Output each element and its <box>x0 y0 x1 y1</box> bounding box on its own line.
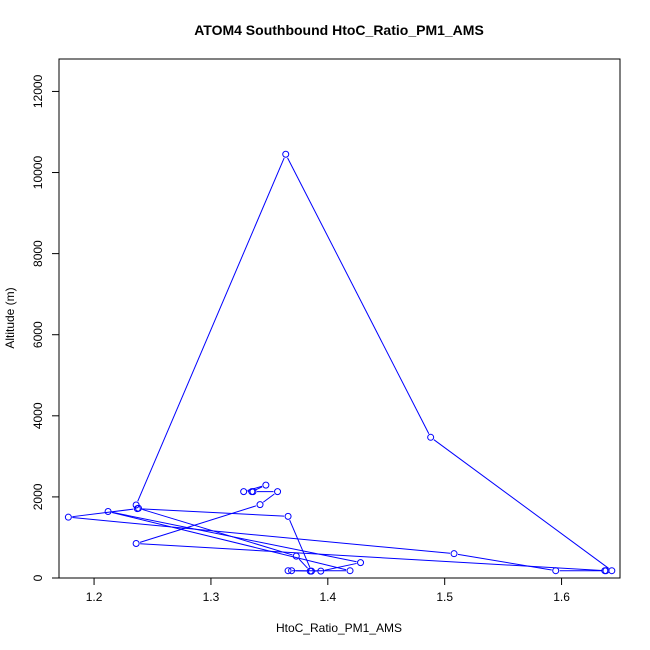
y-tick-label: 12000 <box>31 74 45 108</box>
plot-box <box>58 58 621 579</box>
data-point <box>132 540 140 548</box>
series-segment <box>140 543 603 571</box>
series-line <box>72 157 609 572</box>
series-segment <box>137 157 285 502</box>
series-segment <box>255 486 263 491</box>
data-point <box>357 559 365 567</box>
data-point <box>608 567 616 575</box>
y-tick-label: 4000 <box>31 402 45 429</box>
data-point <box>64 513 72 521</box>
series-segment <box>262 493 275 503</box>
series-segment <box>324 562 357 571</box>
y-axis-label: Altitude (m) <box>3 287 17 348</box>
series-segment <box>289 519 311 568</box>
data-point <box>104 508 112 516</box>
x-tick-label: 1.2 <box>86 590 103 604</box>
y-tick-label: 0 <box>31 574 45 581</box>
data-point <box>282 150 290 158</box>
x-axis: 1.2 1.3 1.4 1.5 1.6 <box>86 578 570 604</box>
series-segment <box>457 553 552 571</box>
chart-title: ATOM4 Southbound HtoC_Ratio_PM1_AMS <box>194 22 484 38</box>
data-point <box>307 567 315 575</box>
data-point <box>602 567 610 575</box>
x-tick-label: 1.4 <box>319 590 336 604</box>
y-tick-label: 6000 <box>31 321 45 348</box>
data-point <box>248 488 256 496</box>
data-point <box>262 481 270 489</box>
y-axis: 0 2000 4000 6000 8000 10000 12000 <box>31 74 59 581</box>
data-point <box>450 550 458 558</box>
data-point <box>427 433 435 441</box>
series-segment <box>111 511 347 571</box>
series-segment <box>142 508 293 556</box>
series-segment <box>141 508 285 517</box>
data-point <box>552 567 560 575</box>
series-points <box>64 150 616 575</box>
x-tick-label: 1.3 <box>203 590 220 604</box>
y-tick-label: 8000 <box>31 240 45 267</box>
series-segment <box>433 439 609 569</box>
data-point <box>288 567 296 575</box>
data-point <box>240 488 248 496</box>
y-tick-label: 2000 <box>31 483 45 510</box>
series-segment <box>72 508 134 518</box>
series-segment <box>287 157 430 434</box>
series-segment <box>72 517 451 554</box>
data-point <box>292 552 300 560</box>
data-point <box>346 567 354 575</box>
x-axis-label: HtoC_Ratio_PM1_AMS <box>276 621 402 635</box>
y-tick-label: 10000 <box>31 156 45 190</box>
series-segment <box>139 505 257 543</box>
data-point <box>284 567 292 575</box>
data-point <box>256 501 264 509</box>
data-point <box>284 512 292 520</box>
x-tick-label: 1.6 <box>553 590 570 604</box>
x-tick-label: 1.5 <box>436 590 453 604</box>
data-point <box>317 567 325 575</box>
data-point <box>133 505 141 513</box>
data-point <box>274 488 282 496</box>
series-segment <box>298 558 308 569</box>
